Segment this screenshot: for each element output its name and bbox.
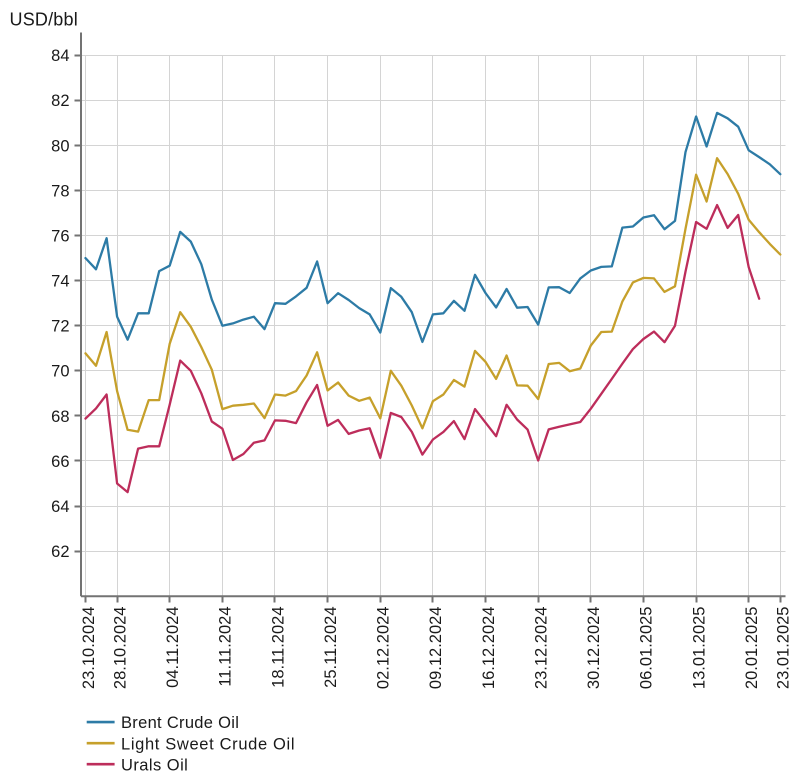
svg-text:11.11.2024: 11.11.2024 <box>217 607 235 687</box>
svg-text:28.10.2024: 28.10.2024 <box>111 607 129 690</box>
svg-text:13.01.2025: 13.01.2025 <box>690 607 708 690</box>
svg-text:84: 84 <box>51 47 69 65</box>
svg-text:Urals Oil: Urals Oil <box>121 756 188 774</box>
svg-text:09.12.2024: 09.12.2024 <box>427 607 445 690</box>
svg-text:23.01.2025: 23.01.2025 <box>775 607 793 690</box>
svg-text:82: 82 <box>51 92 69 110</box>
svg-text:72: 72 <box>51 318 69 336</box>
svg-text:18.11.2024: 18.11.2024 <box>269 607 287 688</box>
svg-text:66: 66 <box>51 453 69 471</box>
svg-text:30.12.2024: 30.12.2024 <box>585 607 603 690</box>
svg-text:76: 76 <box>51 227 69 245</box>
svg-text:02.12.2024: 02.12.2024 <box>375 607 393 690</box>
svg-text:25.11.2024: 25.11.2024 <box>322 607 340 688</box>
svg-text:06.01.2025: 06.01.2025 <box>638 607 656 690</box>
svg-text:78: 78 <box>51 182 69 200</box>
svg-text:68: 68 <box>51 408 69 426</box>
svg-text:70: 70 <box>51 363 69 381</box>
svg-text:04.11.2024: 04.11.2024 <box>164 607 182 688</box>
svg-text:USD/bbl: USD/bbl <box>10 10 78 30</box>
svg-text:64: 64 <box>51 498 69 516</box>
svg-text:Brent Crude Oil: Brent Crude Oil <box>121 714 239 732</box>
svg-text:16.12.2024: 16.12.2024 <box>480 607 498 690</box>
svg-text:23.10.2024: 23.10.2024 <box>80 607 98 690</box>
svg-text:74: 74 <box>51 273 69 291</box>
svg-text:62: 62 <box>51 543 69 561</box>
svg-text:80: 80 <box>51 137 69 155</box>
svg-text:23.12.2024: 23.12.2024 <box>532 607 550 690</box>
svg-text:20.01.2025: 20.01.2025 <box>743 607 761 690</box>
svg-text:Light Sweet Crude Oil: Light Sweet Crude Oil <box>121 735 295 753</box>
